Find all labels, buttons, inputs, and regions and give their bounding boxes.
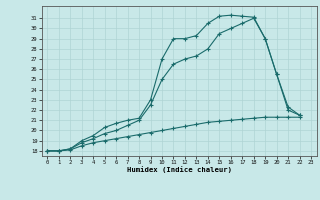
X-axis label: Humidex (Indice chaleur): Humidex (Indice chaleur) bbox=[127, 167, 232, 173]
